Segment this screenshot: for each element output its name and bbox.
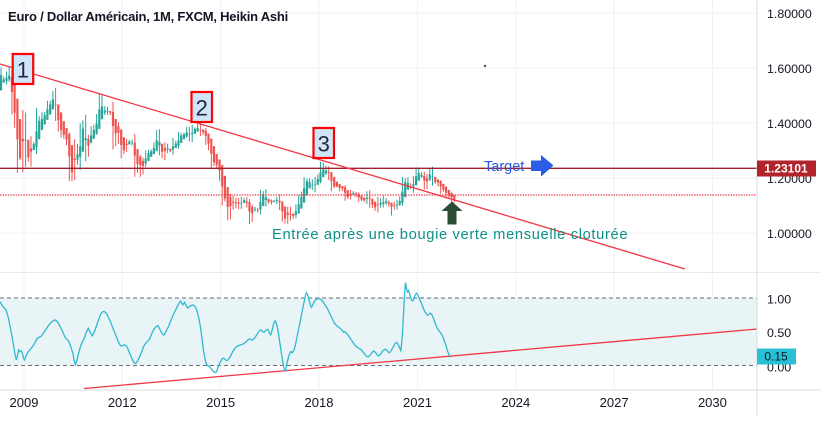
svg-text:0.50: 0.50 [767, 326, 791, 340]
svg-text:1.60000: 1.60000 [767, 62, 812, 76]
svg-text:Entrée après une bougie verte: Entrée après une bougie verte mensuelle … [272, 227, 628, 243]
svg-text:1.00: 1.00 [767, 293, 791, 307]
svg-text:2018: 2018 [305, 395, 334, 410]
svg-text:1.23101: 1.23101 [764, 162, 808, 176]
svg-text:Euro / Dollar Américain, 1M, F: Euro / Dollar Américain, 1M, FXCM, Heiki… [8, 9, 288, 24]
svg-text:2030: 2030 [698, 395, 727, 410]
svg-text:2021: 2021 [403, 395, 432, 410]
svg-text:1.40000: 1.40000 [767, 117, 812, 131]
svg-text:3: 3 [318, 132, 330, 157]
svg-text:Target: Target [484, 159, 524, 175]
svg-text:2: 2 [196, 96, 208, 121]
svg-text:1.00000: 1.00000 [767, 227, 812, 241]
svg-text:2015: 2015 [206, 395, 235, 410]
svg-text:2024: 2024 [501, 395, 530, 410]
svg-text:1.80000: 1.80000 [767, 7, 812, 21]
svg-text:0.15: 0.15 [764, 350, 788, 364]
svg-text:2012: 2012 [108, 395, 137, 410]
svg-text:1: 1 [17, 58, 29, 83]
svg-text:2027: 2027 [600, 395, 629, 410]
svg-text:2009: 2009 [10, 395, 39, 410]
